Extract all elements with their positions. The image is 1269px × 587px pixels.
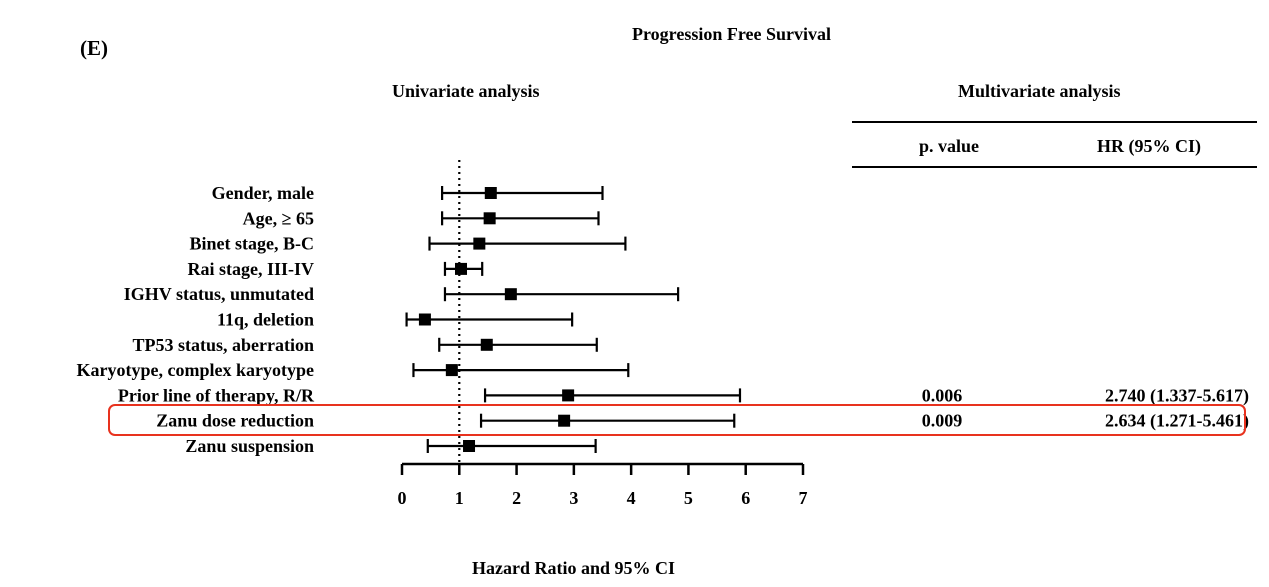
row-label: IGHV status, unmutated xyxy=(124,284,314,304)
hr-point xyxy=(558,414,571,427)
row-label: Age, ≥ 65 xyxy=(243,208,314,228)
hr-point xyxy=(504,288,517,301)
hr-point xyxy=(455,262,468,275)
row-label: Gender, male xyxy=(212,183,314,203)
univariate-heading: Univariate analysis xyxy=(392,81,540,101)
hr-point xyxy=(483,212,496,225)
highlight-box xyxy=(108,404,1246,436)
x-tick-label: 0 xyxy=(398,488,407,508)
x-tick-label: 6 xyxy=(741,488,750,508)
x-tick-label: 4 xyxy=(627,488,636,508)
hr-ci-cell: 2.634 (1.271-5.461) xyxy=(1105,411,1249,432)
row-label: Binet stage, B-C xyxy=(190,234,315,254)
x-tick-label: 3 xyxy=(569,488,578,508)
row-label: Karyotype, complex karyotype xyxy=(77,360,314,380)
hr-point xyxy=(418,313,431,326)
x-tick-label: 1 xyxy=(455,488,464,508)
hr-point xyxy=(562,389,575,402)
hr-point xyxy=(484,187,497,199)
multivariate-heading: Multivariate analysis xyxy=(958,81,1121,101)
x-axis-label: Hazard Ratio and 95% CI xyxy=(472,558,676,578)
x-tick-label: 7 xyxy=(799,488,808,508)
table-header-rule xyxy=(852,166,1257,168)
table-top-rule xyxy=(852,121,1257,123)
hr-column-header: HR (95% CI) xyxy=(1097,136,1201,156)
row-label: 11q, deletion xyxy=(217,310,314,330)
chart-title: Progression Free Survival xyxy=(632,24,831,44)
x-tick-label: 2 xyxy=(512,488,521,508)
p-value-cell: 0.006 xyxy=(922,385,963,405)
row-label: Prior line of therapy, R/R xyxy=(118,385,315,405)
row-label: Rai stage, III-IV xyxy=(187,259,314,279)
row-label: Zanu suspension xyxy=(185,436,314,456)
p-value-cell: 0.009 xyxy=(922,411,963,431)
row-label: TP53 status, aberration xyxy=(133,335,315,355)
hr-point xyxy=(473,237,486,250)
p-value-column-header: p. value xyxy=(919,136,980,156)
row-label: Zanu dose reduction xyxy=(156,411,314,431)
hr-point xyxy=(480,338,493,351)
panel-label: (E) xyxy=(80,36,108,60)
hr-ci-cell: 2.740 (1.337-5.617) xyxy=(1105,385,1249,406)
hr-point xyxy=(463,440,476,452)
hr-point xyxy=(445,364,458,377)
x-tick-label: 5 xyxy=(684,488,693,508)
